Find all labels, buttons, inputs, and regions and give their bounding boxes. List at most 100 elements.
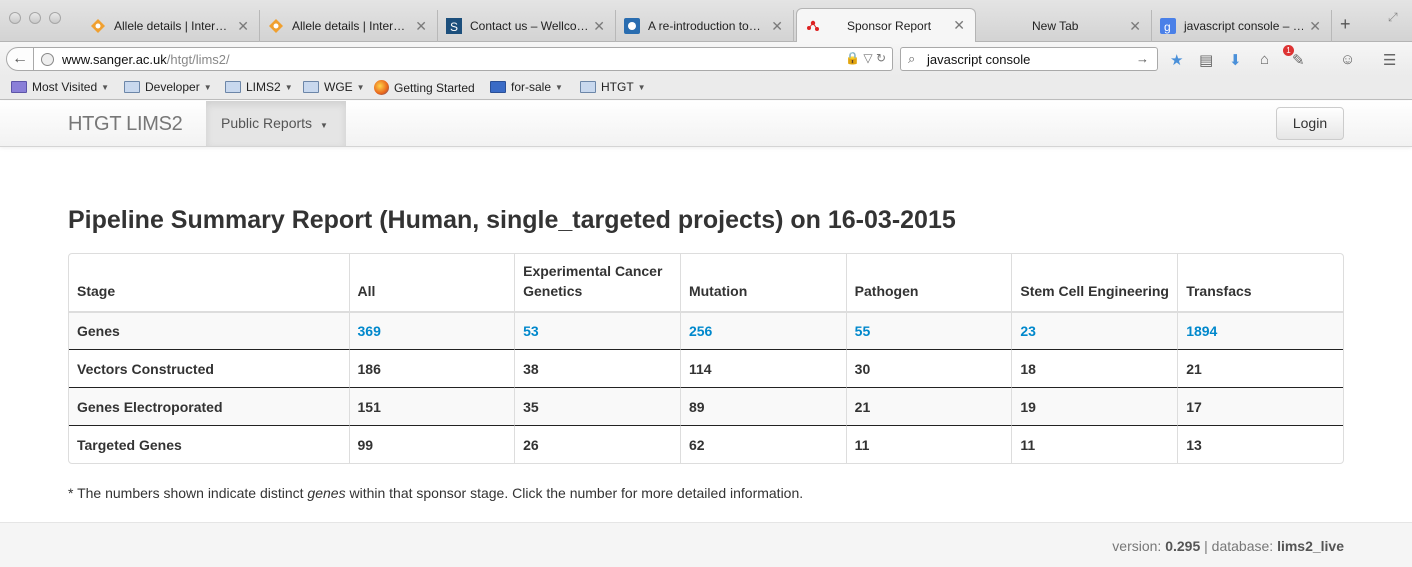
back-arrow-icon[interactable]: ← [6,47,34,71]
new-tab-icon[interactable]: + [1340,14,1351,34]
search-input[interactable]: javascript console [927,52,1031,67]
browser-tab[interactable]: New Tab ✕ [976,10,1152,42]
browser-tab[interactable]: Allele details | Inter… ✕ [82,10,260,42]
url-text: www.sanger.ac.uk/htgt/lims2/ [62,52,230,67]
column-header: Mutation [679,254,846,311]
value-cell: 19 [1011,387,1178,425]
value-cell: 186 [348,349,515,387]
chevron-down-icon: ▼ [555,82,563,92]
close-icon[interactable]: ✕ [1309,17,1321,34]
url-bar[interactable]: www.sanger.ac.uk/htgt/lims2/ 🔒 ▽ ↻ [33,47,893,71]
value-cell: 11 [1011,425,1178,463]
tab-title: Sponsor Report [847,18,932,33]
value-cell: 62 [679,425,846,463]
folder-icon [580,81,596,93]
gene-count-link[interactable]: 369 [357,323,381,339]
browser-tab[interactable]: A re-introduction to… ✕ [616,10,794,42]
close-icon[interactable]: ✕ [953,17,965,33]
tab-title: A re-introduction to… [648,19,761,33]
wellcome-icon: S [446,18,462,34]
bookmark-htgt[interactable]: HTGT ▼ [580,80,646,94]
bookmark-for-sale[interactable]: for-sale ▼ [490,80,563,94]
column-header: Stem Cell Engineering [1011,254,1177,311]
zoom-window-button[interactable] [49,12,61,24]
bookmark-developer[interactable]: Developer ▼ [124,80,212,94]
footnote-text: within that sponsor stage. Click the num… [345,485,804,501]
notification-badge: 1 [1283,45,1294,56]
extension-icon[interactable]: ✎ [1292,52,1305,69]
value-cell: 11 [845,425,1012,463]
column-header: Stage [77,283,116,299]
stage-cell: Genes Electroporated [69,387,349,425]
firefox-icon [374,80,389,95]
search-bar[interactable]: ⌕ javascript console → [900,47,1158,71]
browser-tab[interactable]: S Contact us – Wellco… ✕ [438,10,616,42]
download-icon[interactable]: ⬇ [1229,52,1242,69]
database-value: lims2_live [1277,538,1344,554]
value-cell: 55 [845,311,1012,349]
browser-tab[interactable]: g javascript console – … ✕ [1152,10,1332,42]
rss-icon [490,81,506,93]
home-icon[interactable]: ⌂ [1260,51,1270,68]
clipboard-icon[interactable]: ▤ [1199,52,1214,69]
browser-tab-active[interactable]: Sponsor Report ✕ [796,8,976,42]
chevron-down-icon[interactable]: ▽ [863,51,873,65]
pipeline-summary-table: Stage All Experimental Cancer Genetics M… [68,253,1344,464]
bookmark-lims2[interactable]: LIMS2 ▼ [225,80,293,94]
menu-icon[interactable]: ☰ [1383,52,1397,69]
column-header: Pathogen [845,254,1012,311]
column-header: All [348,254,515,311]
close-icon[interactable]: ✕ [415,17,427,34]
bookmark-label: WGE [324,80,353,94]
tab-title: New Tab [1032,19,1079,33]
gene-count-link[interactable]: 55 [854,323,871,339]
footnote-text: * The numbers shown indicate distinct [68,485,308,501]
bookmark-label: HTGT [601,80,634,94]
table-row: Genes 369 53 256 55 23 1894 [69,311,1343,349]
close-icon[interactable]: ✕ [771,17,783,34]
tab-title: javascript console – … [1184,19,1304,33]
site-brand[interactable]: HTGT LIMS2 [68,113,183,135]
bookmark-label: for-sale [511,80,552,94]
version-info: version: 0.295 | database: lims2_live [1112,538,1344,554]
chat-icon[interactable]: ☺ [1340,51,1356,68]
minimize-window-button[interactable] [29,12,41,24]
folder-icon [225,81,241,93]
table-row: Vectors Constructed 186 38 114 30 18 21 [69,349,1343,387]
gene-count-link[interactable]: 53 [523,323,539,339]
gene-count-link[interactable]: 256 [688,323,713,339]
close-icon[interactable]: ✕ [593,17,605,34]
tab-title: Contact us – Wellco… [470,19,588,33]
browser-tab[interactable]: Allele details | Inter… ✕ [260,10,438,42]
public-reports-dropdown[interactable]: Public Reports ▼ [206,101,346,146]
close-icon[interactable]: ✕ [237,17,249,34]
tab-title: Allele details | Inter… [114,19,228,33]
bookmark-most-visited[interactable]: Most Visited ▼ [11,80,109,94]
reload-icon[interactable]: ↻ [875,51,886,65]
bookmark-star-icon[interactable]: ★ [1170,52,1184,69]
value-cell: 26 [514,425,680,463]
fullscreen-icon[interactable]: ⤢ [1388,10,1398,24]
url-bar-actions: 🔒 ▽ ↻ [845,51,886,65]
globe-icon [41,53,54,66]
page-footer: version: 0.295 | database: lims2_live [0,522,1412,567]
footnote-emphasis: genes [307,485,346,501]
site-navbar: HTGT LIMS2 Public Reports ▼ Login [0,101,1412,147]
svg-text:g: g [1164,20,1171,34]
tab-title: Allele details | Inter… [292,19,406,33]
close-icon[interactable]: ✕ [1129,17,1141,34]
allele-icon [90,18,106,34]
database-label: | database: [1200,538,1278,554]
stage-cell: Genes [69,311,349,349]
mdn-icon [624,18,640,34]
allele-icon [268,18,284,34]
close-window-button[interactable] [9,12,21,24]
google-icon: g [1160,18,1176,34]
gene-count-link[interactable]: 1894 [1186,323,1218,339]
go-arrow-icon[interactable]: → [1136,51,1149,66]
bookmark-wge[interactable]: WGE ▼ [303,80,365,94]
login-button[interactable]: Login [1276,107,1344,140]
lock-icon[interactable]: 🔒 [845,51,861,65]
gene-count-link[interactable]: 23 [1020,323,1036,339]
bookmark-getting-started[interactable]: Getting Started [374,80,475,95]
